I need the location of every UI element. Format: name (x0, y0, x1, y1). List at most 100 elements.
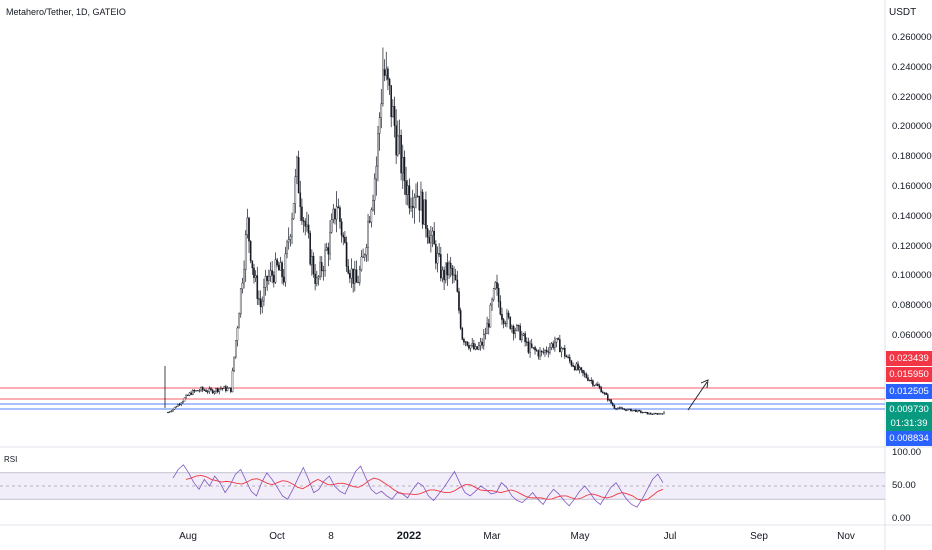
candle-body (421, 191, 424, 225)
candle-body (388, 78, 391, 86)
candle-body (608, 399, 611, 401)
candle-body (491, 299, 493, 306)
candle-body (271, 270, 273, 276)
candle-body (279, 262, 282, 271)
candle-body (631, 410, 634, 412)
candle-body (287, 239, 290, 243)
candle-body (322, 270, 325, 272)
candle-body (309, 232, 311, 265)
candle-body (649, 412, 652, 415)
candle-body (312, 256, 315, 275)
candle-body (557, 338, 559, 340)
candle-body (203, 389, 206, 391)
candle-body (200, 387, 202, 391)
candle-body (332, 208, 335, 220)
candle-body (213, 391, 216, 394)
rsi-line (172, 464, 664, 508)
price-tag-blue-lower: 0.008834 (886, 431, 932, 446)
candle-body (373, 178, 376, 201)
y-tick-label: 0.200000 (892, 121, 932, 133)
candle-body (173, 406, 176, 410)
candle-body (590, 380, 593, 382)
countdown-tag: 01:31:39 (886, 416, 932, 431)
candle-body (636, 410, 639, 413)
candle-body (577, 363, 579, 370)
candle-body (449, 262, 452, 269)
candle-body (440, 254, 442, 279)
candle-body (506, 312, 508, 324)
candle-body (585, 373, 588, 378)
candle-body (545, 349, 548, 352)
symbol-title: Metahero/Tether, 1D, GATEIO (6, 7, 126, 17)
candle-body (535, 349, 538, 352)
candle-body (661, 413, 664, 415)
candle-body (573, 366, 576, 371)
candle-body (615, 408, 617, 410)
candle-body (393, 106, 396, 126)
candle-body (249, 240, 252, 262)
candle-body (377, 133, 379, 167)
y-tick-label: 0.100000 (892, 270, 932, 282)
candle-body (342, 235, 345, 238)
candle-body (216, 388, 219, 392)
candle-body (294, 176, 297, 204)
y-tick-label: 0.180000 (892, 151, 932, 163)
candle-body (568, 357, 571, 362)
candle-body (172, 409, 174, 412)
candle-body (466, 341, 469, 346)
candle-body (382, 69, 384, 104)
candle-body (630, 408, 632, 412)
candle-body (385, 68, 388, 76)
candle-body (544, 349, 546, 353)
candle-body (231, 370, 234, 392)
candle-body (307, 224, 310, 234)
candle-body (263, 287, 265, 302)
candle-body (487, 323, 490, 328)
candle-body (418, 195, 421, 211)
y-tick-label: 0.220000 (892, 91, 932, 103)
candle-body (398, 135, 401, 137)
candle-body (405, 180, 407, 195)
candle-body (329, 232, 331, 255)
candle-body (549, 347, 551, 353)
candle-body (177, 404, 179, 407)
candle-body (254, 275, 257, 278)
candle-body (196, 390, 199, 392)
candle-body (598, 385, 601, 388)
candle-body (554, 342, 556, 348)
candle-body (494, 282, 497, 289)
candle-body (567, 356, 569, 358)
candle-body (633, 409, 636, 411)
x-tick-label: Aug (179, 531, 197, 542)
candle-body (320, 262, 323, 272)
candle-body (291, 218, 293, 237)
rsi-ma-line (185, 474, 664, 501)
candle-body (223, 386, 226, 389)
x-tick-label: Jul (663, 531, 677, 542)
candle-body (578, 367, 581, 370)
candle-body (559, 339, 561, 353)
candle-body (522, 333, 525, 336)
candle-body (575, 363, 578, 371)
candle-body (489, 304, 492, 328)
candle-body (415, 195, 417, 198)
x-tick-label: Sep (750, 531, 768, 542)
candle-body (228, 387, 230, 389)
candle-body (426, 228, 429, 238)
candle-body (618, 407, 621, 409)
y-tick-label: 0.260000 (892, 32, 932, 43)
candle-body (210, 388, 212, 391)
candle-body (611, 402, 614, 406)
candle-body (658, 413, 660, 415)
candle-body (588, 380, 591, 382)
candle-body (560, 348, 563, 353)
candle-body (215, 388, 217, 392)
candle-body (502, 319, 505, 324)
candle-body (651, 413, 654, 415)
candle-body (430, 235, 432, 244)
x-tick-label: May (570, 531, 590, 542)
candle-body (441, 269, 444, 279)
candle-body (542, 351, 545, 353)
